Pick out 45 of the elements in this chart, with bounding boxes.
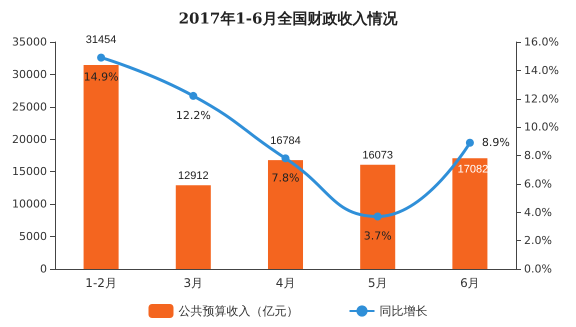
x-tick-label: 3月: [183, 276, 204, 290]
data-label: 31454: [86, 34, 116, 46]
y-tick-label: 25000: [12, 100, 47, 114]
y2-tick-label: 2.0%: [524, 234, 552, 248]
y2-tick-label: 12.0%: [524, 92, 559, 106]
point: [374, 212, 382, 221]
x-tick-label: 5月: [368, 276, 388, 290]
x-tick-label: 4月: [276, 276, 296, 290]
legend-label: 公共预算收入（亿元）: [178, 304, 298, 318]
data-label: 16784: [270, 134, 301, 147]
y2-tick-label: 0.0%: [524, 262, 552, 276]
data-label: 14.9%: [84, 70, 119, 84]
y-tick-label: 10000: [12, 198, 47, 211]
y-tick-label: 35000: [12, 36, 47, 48]
data-label: 12912: [178, 170, 209, 182]
point: [97, 54, 106, 62]
bar: [360, 164, 396, 269]
y2-tick-label: 4.0%: [524, 206, 552, 219]
y2-tick-label: 8.0%: [524, 149, 552, 162]
bar: [452, 158, 488, 269]
chart-title: 2017年1-6月全国财政收入情况: [178, 10, 398, 28]
y-tick-label: 0: [40, 262, 47, 276]
legend-label: 同比增长: [380, 304, 428, 318]
bar: [84, 65, 119, 269]
bar: [176, 185, 211, 269]
point: [189, 92, 198, 100]
data-label: 16073: [362, 149, 393, 162]
data-label: 17082: [458, 164, 488, 176]
bar: [268, 160, 304, 269]
y-tick-label: 15000: [12, 165, 47, 178]
data-label: 7.8%: [272, 171, 300, 184]
y-tick-label: 5000: [19, 230, 47, 244]
data-label: 3.7%: [364, 230, 392, 243]
y2-tick-label: 16.0%: [524, 36, 559, 48]
y2-tick-label: 10.0%: [524, 120, 559, 134]
y2-tick-label: 14.0%: [524, 64, 559, 77]
x-tick-label: 6月: [460, 276, 480, 290]
data-label: 8.9%: [482, 136, 510, 150]
x-tick-label: 1-2月: [85, 276, 117, 290]
y-tick-label: 30000: [12, 68, 47, 81]
data-label: 12.2%: [176, 108, 211, 122]
point: [282, 154, 290, 162]
y2-tick-label: 6.0%: [524, 177, 552, 190]
y-tick-label: 20000: [12, 132, 47, 146]
point: [466, 138, 474, 147]
